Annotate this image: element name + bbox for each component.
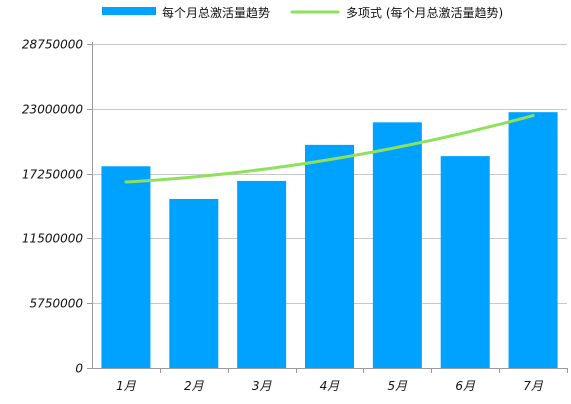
x-tick-label: 2月 — [184, 379, 205, 393]
y-tick-label: 17250000 — [22, 168, 83, 182]
x-tick-label: 7月 — [523, 379, 544, 393]
legend-bar-swatch — [102, 7, 156, 15]
bar — [169, 198, 219, 368]
legend-bar-label: 每个月总激活量趋势 — [162, 5, 270, 20]
bar — [101, 166, 151, 368]
x-tick-label: 5月 — [388, 379, 409, 393]
y-tick-label: 23000000 — [22, 103, 83, 117]
trendline — [124, 114, 535, 184]
y-tick-label: 11500000 — [22, 232, 83, 246]
bar — [237, 180, 287, 368]
y-tick-label: 28750000 — [22, 38, 83, 52]
bar — [305, 144, 354, 368]
x-tick-label: 1月 — [116, 379, 137, 393]
legend: 每个月总激活量趋势 多项式 (每个月总激活量趋势) — [102, 5, 503, 20]
axis-layer: 0 5750000 11500000 17250000 23000000 28750000… — [22, 38, 568, 393]
bar — [508, 112, 558, 368]
y-tick-label: 5750000 — [30, 297, 84, 311]
x-tick-label: 3月 — [252, 379, 273, 393]
trendline-layer — [124, 114, 535, 184]
bar — [372, 122, 422, 368]
x-tick-label: 6月 — [455, 379, 476, 393]
legend-trend-label: 多项式 (每个月总激活量趋势) — [346, 5, 503, 20]
y-tick-label: 0 — [75, 362, 83, 376]
x-tick-label: 4月 — [320, 379, 341, 393]
bars-layer — [101, 112, 558, 368]
bar — [440, 156, 490, 368]
